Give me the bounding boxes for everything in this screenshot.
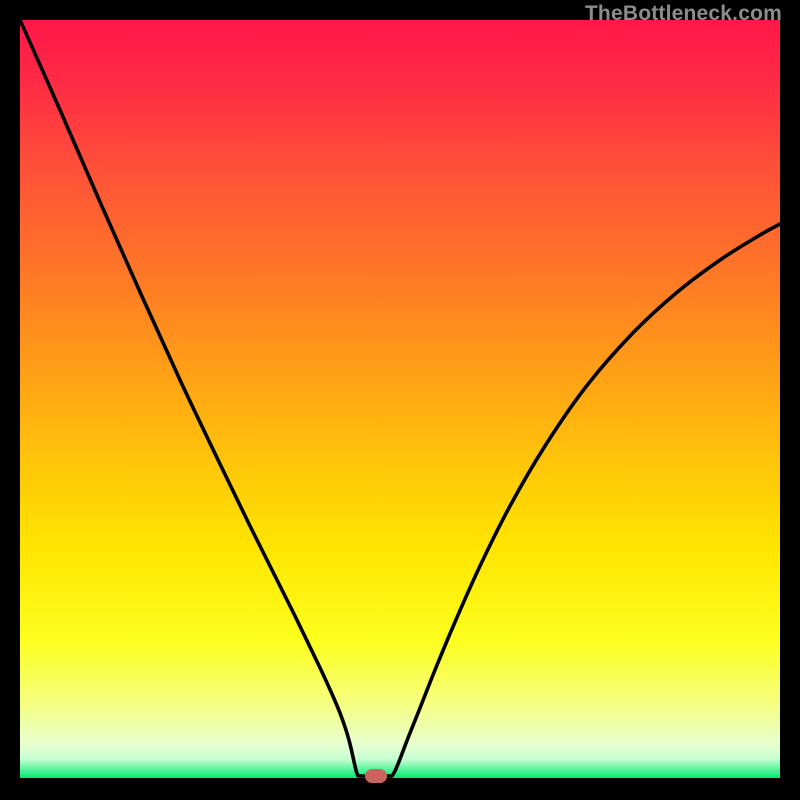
plot-svg: [20, 20, 780, 778]
chart-frame: TheBottleneck.com: [0, 0, 800, 800]
optimal-point-marker: [365, 769, 387, 783]
plot-area: [20, 20, 780, 778]
plot-background: [20, 20, 780, 778]
